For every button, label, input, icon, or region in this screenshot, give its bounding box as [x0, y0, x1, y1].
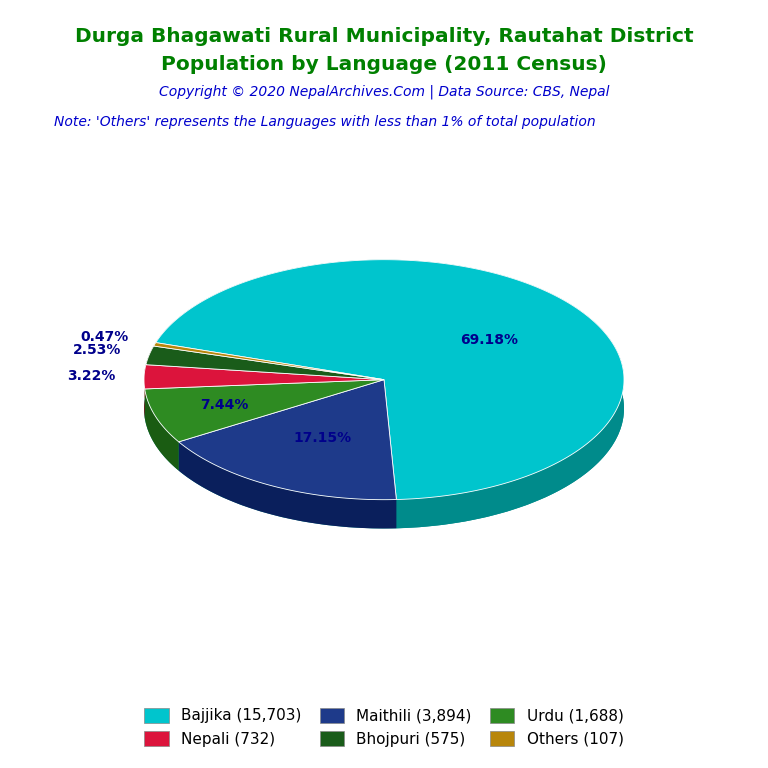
Polygon shape: [156, 260, 624, 499]
Text: 2.53%: 2.53%: [73, 343, 121, 357]
Polygon shape: [179, 442, 396, 528]
Polygon shape: [154, 343, 384, 379]
Text: Copyright © 2020 NepalArchives.Com | Data Source: CBS, Nepal: Copyright © 2020 NepalArchives.Com | Dat…: [159, 84, 609, 99]
Polygon shape: [156, 260, 624, 528]
Legend: Bajjika (15,703), Nepali (732), Maithili (3,894), Bhojpuri (575), Urdu (1,688), : Bajjika (15,703), Nepali (732), Maithili…: [138, 702, 630, 753]
Polygon shape: [154, 343, 156, 375]
Text: 17.15%: 17.15%: [293, 431, 351, 445]
Text: 69.18%: 69.18%: [460, 333, 518, 346]
Ellipse shape: [144, 289, 624, 528]
Polygon shape: [144, 389, 179, 471]
Text: Durga Bhagawati Rural Municipality, Rautahat District: Durga Bhagawati Rural Municipality, Raut…: [74, 27, 694, 46]
Text: 3.22%: 3.22%: [67, 369, 115, 383]
Polygon shape: [144, 365, 384, 389]
Polygon shape: [146, 346, 154, 393]
Polygon shape: [144, 379, 384, 442]
Text: 7.44%: 7.44%: [200, 399, 248, 412]
Polygon shape: [146, 346, 384, 379]
Polygon shape: [144, 365, 146, 418]
Text: Population by Language (2011 Census): Population by Language (2011 Census): [161, 55, 607, 74]
Text: 0.47%: 0.47%: [80, 329, 128, 343]
Polygon shape: [179, 379, 396, 500]
Text: Note: 'Others' represents the Languages with less than 1% of total population: Note: 'Others' represents the Languages …: [54, 115, 595, 129]
